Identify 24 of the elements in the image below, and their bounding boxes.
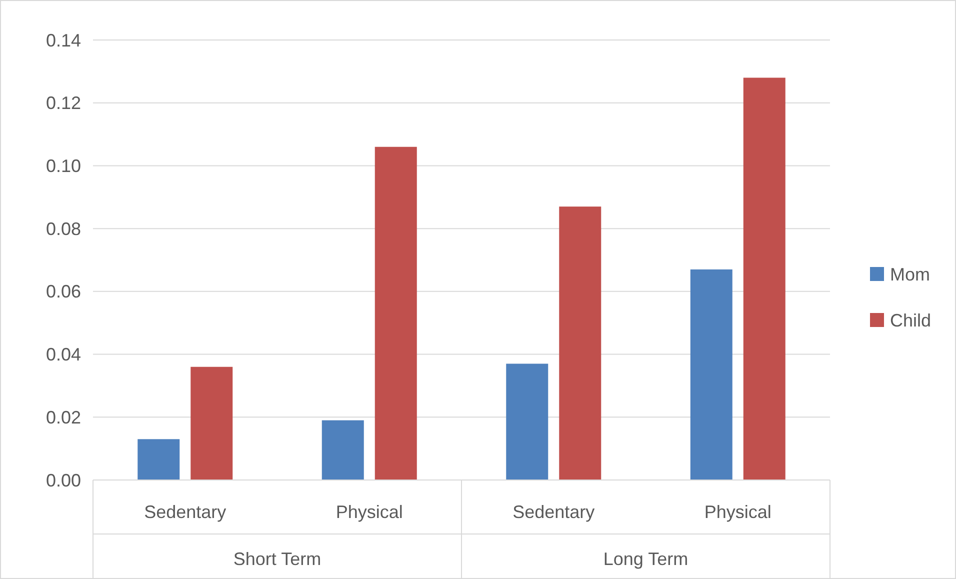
bar	[190, 366, 233, 480]
x-tick-label: Sedentary	[144, 502, 226, 522]
legend-label: Mom	[890, 264, 930, 284]
y-tick-label: 0.14	[46, 30, 81, 50]
y-tick-label: 0.10	[46, 156, 81, 176]
bar	[559, 206, 602, 480]
text: Short Term	[233, 549, 322, 569]
text: Long Term	[603, 549, 688, 569]
x-tick-label: Physical	[336, 502, 403, 522]
y-tick-label: 0.12	[46, 93, 81, 114]
legend-label: Child	[890, 310, 932, 330]
x-tick-label: Sedentary	[512, 502, 595, 522]
bar	[374, 146, 417, 480]
y-tick-label: 0.06	[46, 282, 81, 302]
bar	[506, 364, 548, 480]
bar	[138, 439, 180, 480]
bar	[322, 420, 364, 480]
y-tick-label: 0.08	[46, 218, 81, 239]
y-tick-label: 0.00	[46, 470, 81, 490]
bar	[743, 78, 786, 480]
y-tick-label: 0.04	[46, 344, 81, 365]
x-tick-label: Physical	[704, 502, 772, 522]
y-tick-label: 0.02	[46, 407, 81, 428]
bar	[690, 269, 732, 480]
